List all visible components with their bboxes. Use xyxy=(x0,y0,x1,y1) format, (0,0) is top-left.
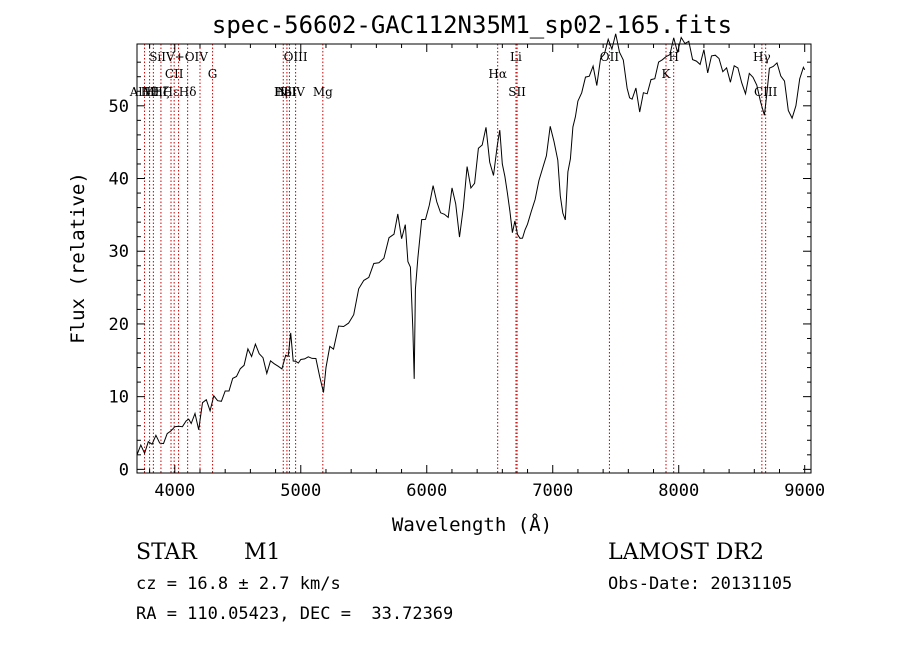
chart-title: spec-56602-GAC112N35M1_sp02-165.fits xyxy=(212,11,732,39)
y-tick-label: 10 xyxy=(109,388,129,408)
line-marker-label: CIII xyxy=(754,85,778,99)
line-marker-label: Hγ xyxy=(753,50,771,64)
line-marker-label: OIII xyxy=(284,50,308,64)
y-tick-label: 50 xyxy=(109,97,129,117)
line-marker-label: CII xyxy=(165,67,184,81)
x-axis-label: Wavelength (Å) xyxy=(392,513,552,536)
x-tick-label: 7000 xyxy=(532,481,573,501)
spectrum-line xyxy=(136,33,806,455)
line-marker-label: SiIV+OIV xyxy=(149,50,208,64)
redshift-text: cz = 16.8 ± 2.7 km/s xyxy=(136,574,341,594)
x-tick-label: 4000 xyxy=(154,481,195,501)
line-marker-label: Mg xyxy=(313,85,333,99)
line-marker-label: H xyxy=(668,50,678,64)
axis-ticks: 4000 5000 6000 7000 8000 9000 0 10 20 30 40 50 xyxy=(109,44,825,501)
line-marker-label: Hβ xyxy=(275,85,292,99)
object-subclass: M1 xyxy=(244,540,281,565)
y-tick-label: 40 xyxy=(109,170,129,190)
line-marker-label: HeIV xyxy=(274,85,305,99)
survey-name: LAMOST DR2 xyxy=(608,540,764,565)
line-marker-label: Hζ xyxy=(152,85,169,99)
y-tick-label: 30 xyxy=(109,242,129,262)
y-axis-label: Flux (relative) xyxy=(67,172,89,344)
line-marker-label: Hε xyxy=(163,85,180,99)
y-tick-label: 20 xyxy=(109,315,129,335)
y-tick-label: 0 xyxy=(119,460,129,480)
obs-date: Obs-Date: 20131105 xyxy=(608,574,793,594)
spectrum-series xyxy=(136,33,806,455)
line-marker-label: K xyxy=(662,67,672,81)
x-tick-label: 9000 xyxy=(784,481,825,501)
x-tick-label: 5000 xyxy=(280,481,321,501)
line-marker-label: Hα xyxy=(488,67,507,81)
line-marker-label: Hη xyxy=(145,85,163,99)
line-marker-label: OII xyxy=(600,50,620,64)
coordinates-text: RA = 110.05423, DEC = 33.72369 xyxy=(136,604,454,624)
line-marker-label: AlMI xyxy=(129,85,160,99)
x-tick-label: 8000 xyxy=(658,481,699,501)
line-marker-label: SII xyxy=(508,85,526,99)
line-marker-label: Hδ xyxy=(179,85,197,99)
line-marker-label: NII xyxy=(277,85,297,99)
plot-frame xyxy=(136,43,812,474)
object-class: STAR xyxy=(136,540,197,565)
line-marker-label: Li xyxy=(510,50,522,64)
x-tick-label: 6000 xyxy=(406,481,447,501)
line-marker-label: G xyxy=(208,67,218,81)
line-marker-label: Hθ xyxy=(141,85,159,99)
